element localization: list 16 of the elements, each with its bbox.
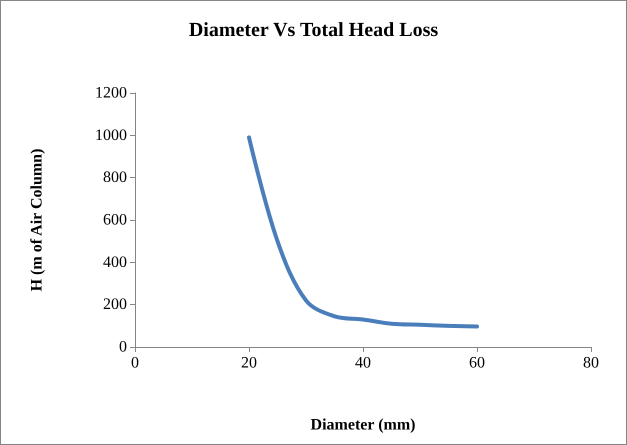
x-tick-label: 40 bbox=[355, 354, 371, 372]
chart-title: Diameter Vs Total Head Loss bbox=[188, 19, 438, 41]
y-tick-label: 200 bbox=[103, 296, 127, 314]
y-tick-label: 1200 bbox=[95, 84, 127, 102]
y-axis-title: H (m of Air Column) bbox=[28, 148, 46, 292]
y-tick-label: 400 bbox=[103, 254, 127, 271]
y-tick-label: 1000 bbox=[95, 126, 127, 144]
y-tick-label: 0 bbox=[119, 338, 127, 356]
x-tick-label: 80 bbox=[583, 354, 599, 372]
y-tick-label: 800 bbox=[103, 169, 127, 186]
x-axis-title: Diameter (mm) bbox=[310, 416, 416, 434]
x-tick-label: 0 bbox=[131, 354, 139, 372]
x-tick-label: 20 bbox=[241, 354, 257, 372]
y-tick-label: 600 bbox=[103, 212, 127, 228]
x-tick-label: 60 bbox=[469, 354, 485, 372]
line-series bbox=[247, 135, 479, 328]
